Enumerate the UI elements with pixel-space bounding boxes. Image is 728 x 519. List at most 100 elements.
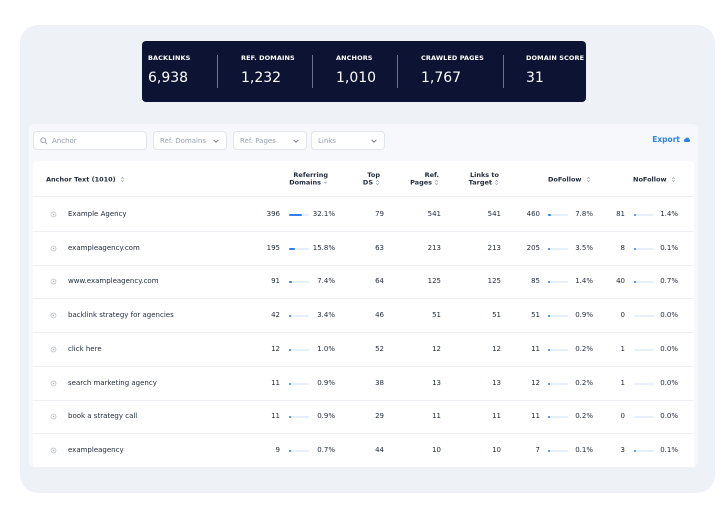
col-links-to-target[interactable]: Links to Target <box>469 172 499 187</box>
dofollow-percent: 1.4% <box>575 277 593 286</box>
search-input[interactable]: Anchor <box>33 131 147 150</box>
nofollow-percent: 0.0% <box>660 311 678 320</box>
bar-fill <box>548 281 550 284</box>
ref-domains-dropdown[interactable]: Ref. Domains <box>153 131 227 150</box>
chevron-down-icon <box>323 181 328 184</box>
nofollow-bar <box>634 281 654 284</box>
eye-icon[interactable] <box>50 211 57 218</box>
ref-domains-percent: 3.4% <box>317 311 335 320</box>
stat-value: 1,010 <box>336 70 377 86</box>
dofollow-bar <box>548 416 568 419</box>
bar-fill <box>289 247 296 250</box>
col-anchor-text[interactable]: Anchor Text (1010) <box>46 176 125 184</box>
nofollow-percent: 0.0% <box>660 412 678 421</box>
bar-fill <box>289 449 291 452</box>
nofollow-value: 1 <box>620 378 625 387</box>
search-icon <box>40 136 48 145</box>
top-ds-value: 79 <box>375 210 384 218</box>
eye-icon[interactable] <box>50 278 57 285</box>
eye-icon[interactable] <box>50 447 57 454</box>
col-referring-domains[interactable]: Referring Domains <box>289 172 328 187</box>
ref-domains-percent: 1.0% <box>317 344 335 353</box>
nofollow-value: 81 <box>616 210 625 218</box>
bar-fill <box>634 247 636 250</box>
table-row[interactable]: book a strategy call 11 0.9% 29 11 11 11 0.2% 0 0… <box>33 400 694 435</box>
table-row[interactable]: exampleagency 9 0.7% 44 10 10 7 0.1% 3 0.1% <box>33 434 694 468</box>
nofollow-percent: 0.1% <box>660 243 678 252</box>
anchor-text[interactable]: Example Agency <box>68 210 127 218</box>
bar-fill <box>548 416 550 419</box>
table-row[interactable]: Example Agency 396 32.1% 79 541 541 460 7.8% 81 1… <box>33 198 694 232</box>
anchor-text[interactable]: exampleagency <box>68 445 124 454</box>
dofollow-percent: 0.9% <box>575 311 593 320</box>
ref-domains-percent: 15.8% <box>312 243 335 252</box>
col-ref-pages[interactable]: Ref. Pages <box>410 172 439 187</box>
bar-fill <box>289 348 291 351</box>
col-label: NoFollow <box>633 175 667 184</box>
links-dropdown[interactable]: Links <box>311 131 385 150</box>
ref-domains-bar <box>289 247 309 250</box>
ref-pages-value: 125 <box>427 277 441 286</box>
dofollow-value: 460 <box>526 210 540 218</box>
ref-domains-bar <box>289 416 309 419</box>
ref-domains-value: 91 <box>271 277 280 286</box>
eye-icon[interactable] <box>50 312 57 319</box>
nofollow-percent: 0.0% <box>660 378 678 387</box>
dropdown-label: Links <box>318 136 336 145</box>
col-dofollow[interactable]: DoFollow <box>548 176 591 184</box>
nofollow-bar <box>634 449 654 452</box>
ref-pages-value: 51 <box>432 311 441 320</box>
anchor-text[interactable]: exampleagency.com <box>68 243 140 252</box>
table-row[interactable]: search marketing agency 11 0.9% 38 13 13 12 0.2… <box>33 367 694 401</box>
eye-icon[interactable] <box>50 380 57 387</box>
anchor-text[interactable]: search marketing agency <box>68 378 157 387</box>
bar-fill <box>548 382 550 385</box>
nofollow-bar <box>634 214 654 216</box>
anchor-text[interactable]: www.exampleagency.com <box>68 277 159 286</box>
ref-pages-dropdown[interactable]: Ref. Pages <box>233 131 307 150</box>
dofollow-bar <box>548 315 568 318</box>
nofollow-bar <box>634 247 654 250</box>
nofollow-percent: 0.1% <box>660 445 678 454</box>
eye-icon[interactable] <box>50 413 57 420</box>
divider <box>397 55 398 88</box>
col-label: Top <box>367 171 380 179</box>
anchor-text[interactable]: backlink strategy for agencies <box>68 311 174 320</box>
eye-icon[interactable] <box>50 245 57 252</box>
nofollow-bar <box>634 315 654 318</box>
ref-domains-value: 9 <box>275 445 280 454</box>
ref-pages-value: 10 <box>432 445 441 454</box>
ref-domains-bar <box>289 382 309 385</box>
ref-domains-value: 42 <box>271 311 280 320</box>
bar-fill <box>289 382 291 385</box>
links-to-target-value: 12 <box>492 344 501 353</box>
dofollow-percent: 7.8% <box>575 210 593 218</box>
table-row[interactable]: www.exampleagency.com 91 7.4% 64 125 125 85 1.4… <box>33 265 694 300</box>
dofollow-value: 205 <box>526 243 540 252</box>
stat-label: CRAWLED PAGES <box>421 54 484 62</box>
dofollow-value: 51 <box>531 311 540 320</box>
nofollow-percent: 1.4% <box>660 210 678 218</box>
bar-fill <box>548 315 550 318</box>
export-button[interactable]: Export <box>652 135 691 144</box>
top-ds-value: 63 <box>375 243 384 252</box>
dofollow-value: 11 <box>531 344 540 353</box>
table-row[interactable]: exampleagency.com 195 15.8% 63 213 213 205 3.5%… <box>33 232 694 266</box>
eye-icon[interactable] <box>50 346 57 353</box>
stat-value: 1,232 <box>241 70 282 86</box>
anchor-text[interactable]: click here <box>68 344 102 353</box>
anchor-text[interactable]: book a strategy call <box>68 412 138 421</box>
table-row[interactable]: click here 12 1.0% 52 12 12 11 0.2% 1 0.0% <box>33 333 694 367</box>
divider <box>503 55 504 88</box>
table-row[interactable]: backlink strategy for agencies 42 3.4% 46 51… <box>33 299 694 334</box>
bar-fill <box>548 214 552 216</box>
col-nofollow[interactable]: NoFollow <box>633 176 676 184</box>
col-top-ds[interactable]: Top DS <box>363 172 380 187</box>
dofollow-percent: 3.5% <box>575 243 593 252</box>
sort-icon <box>120 176 125 183</box>
ref-domains-bar <box>289 281 309 284</box>
nofollow-percent: 0.7% <box>660 277 678 286</box>
ref-domains-value: 12 <box>271 344 280 353</box>
stat-value: 1,767 <box>421 70 462 86</box>
dofollow-bar <box>548 214 568 216</box>
